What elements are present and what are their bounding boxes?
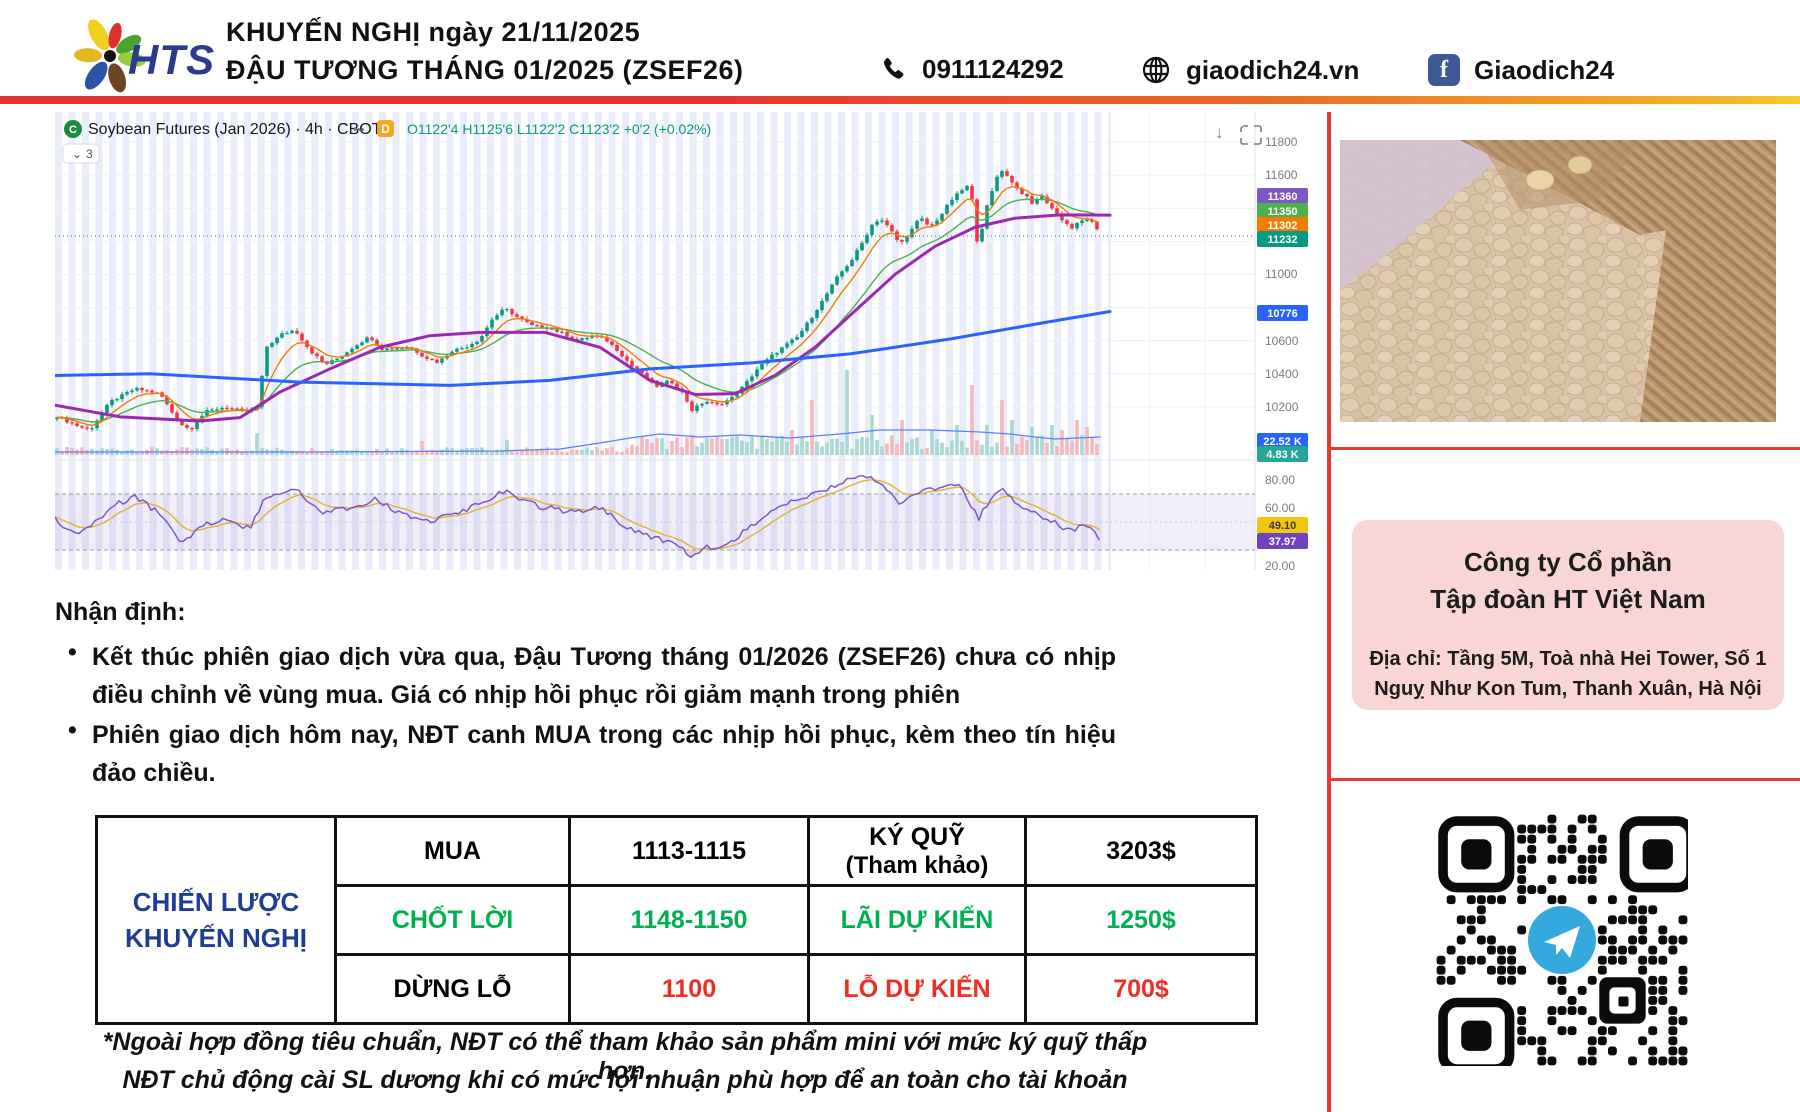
svg-text:49.10: 49.10: [1269, 520, 1297, 532]
svg-text:20.00: 20.00: [1265, 559, 1295, 573]
hts-logo-icon: [74, 19, 146, 93]
grid-lines: [55, 112, 1256, 570]
telegram-qr-code: [1436, 814, 1688, 1066]
analysis-heading: Nhận định:: [55, 598, 186, 626]
svg-text:11600: 11600: [1265, 168, 1298, 182]
doc-title-line1: KHUYẾN NGHỊ ngày 21/11/2025: [226, 17, 641, 47]
facebook-name: Giaodich24: [1474, 54, 1615, 85]
price-axis-labels: 11800 11600 11000 10600 10400 10200 80.00 60.00…: [1265, 135, 1299, 573]
price-badges: 11360 11350 11302 11232 10776 22.52 K4.83 K 49…: [1257, 188, 1308, 549]
svg-text:10200: 10200: [1265, 400, 1299, 414]
svg-text:37.97: 37.97: [1269, 536, 1297, 548]
svg-text:22.52 K: 22.52 K: [1263, 436, 1302, 448]
expected-loss-label-cell: LỖ DỰ KIẾN: [807, 953, 1027, 1025]
logo-petals: [74, 19, 146, 93]
expected-gain-label-cell: LÃI DỰ KIẾN: [807, 884, 1027, 956]
strategy-table: CHIẾN LƯỢC KHUYẾN NGHỊ MUA 1113-1115 KÝ …: [95, 815, 1258, 1025]
right-panel-divider-2: [1327, 778, 1800, 781]
company-name-line2: Tập đoàn HT Việt Nam: [1430, 584, 1706, 614]
globe-icon: [1142, 56, 1170, 84]
svg-text:11232: 11232: [1268, 234, 1298, 246]
facebook-icon: f: [1428, 54, 1460, 86]
soybean-photo: [1340, 140, 1776, 422]
svg-text:C: C: [69, 124, 77, 136]
margin-value-cell: 3203$: [1024, 815, 1258, 887]
company-address-line2: Nguỵ Như Kon Tum, Thanh Xuân, Hà Nội: [1374, 678, 1762, 700]
chart-canvas[interactable]: 11800 11600 11000 10600 10400 10200 80.00 60.00…: [55, 112, 1310, 575]
svg-text:11360: 11360: [1268, 191, 1298, 203]
analysis-bullet-2: • Phiên giao dịch hôm nay, NĐT canh MUA …: [68, 716, 1116, 792]
action-buy-cell: MUA: [334, 815, 571, 887]
svg-text:60.00: 60.00: [1265, 501, 1295, 515]
margin-label-sub: (Tham khảo): [845, 851, 989, 879]
svg-text:10400: 10400: [1265, 367, 1299, 381]
company-address-line1: Địa chỉ: Tầng 5M, Toà nhà Hei Tower, Số …: [1369, 648, 1767, 670]
interval-badge: [377, 120, 394, 137]
svg-text:11350: 11350: [1268, 206, 1298, 218]
header: HTS KHUYẾN NGHỊ ngày 21/11/2025 ĐẬU TƯƠN…: [0, 0, 1800, 96]
doc-title-line2: ĐẬU TƯƠNG THÁNG 01/2025 (ZSEF26): [226, 55, 744, 85]
price-chart[interactable]: 11800 11600 11000 10600 10400 10200 80.00 60.00…: [55, 112, 1310, 575]
stop-loss-range-cell: 1100: [568, 953, 810, 1025]
strategy-line2: KHUYẾN NGHỊ: [124, 923, 307, 953]
rsi-pane: [55, 493, 1255, 551]
margin-label-cell: KÝ QUỸ (Tham khảo): [807, 815, 1027, 887]
download-icon: ↓: [1215, 123, 1224, 142]
table-row: DỪNG LỖ 1100 LỖ DỰ KIẾN 700$: [97, 953, 1258, 1025]
svg-text:11800: 11800: [1265, 135, 1298, 149]
contact-facebook[interactable]: f Giaodich24: [1428, 54, 1614, 86]
svg-text:3: 3: [86, 147, 93, 161]
bullet-marker: •: [68, 716, 77, 744]
svg-text:4.83 K: 4.83 K: [1266, 449, 1298, 461]
analysis-bullet-1: • Kết thúc phiên giao dịch vừa qua, Đậu …: [68, 638, 1116, 714]
logo-wordmark: HTS: [128, 36, 215, 83]
buy-range-cell: 1113-1115: [568, 815, 810, 887]
svg-text:11302: 11302: [1268, 220, 1298, 232]
note-line-2: NĐT chủ động cài SL dương khi có mức lợi…: [122, 1066, 1128, 1094]
expected-gain-value-cell: 1250$: [1024, 884, 1258, 956]
chart-toolbar[interactable]: ↓: [1215, 123, 1262, 145]
expected-loss-value-cell: 700$: [1024, 953, 1258, 1025]
take-profit-cell: CHỐT LỜI: [334, 884, 571, 956]
phone-icon: [884, 57, 904, 79]
analysis-bullet-1-text: Kết thúc phiên giao dịch vừa qua, Đậu Tư…: [92, 643, 1116, 709]
table-row: CHỐT LỜI 1148-1150 LÃI DỰ KIẾN 1250$: [97, 884, 1258, 956]
strategy-title-cell: CHIẾN LƯỢC KHUYẾN NGHỊ: [95, 815, 337, 1025]
table-row: CHIẾN LƯỢC KHUYẾN NGHỊ MUA 1113-1115 KÝ …: [95, 815, 1258, 1025]
header-divider-bar: [0, 96, 1800, 104]
take-profit-range-cell: 1148-1150: [568, 884, 810, 956]
company-card: Công ty Cổ phần Tập đoàn HT Việt Nam Địa…: [1352, 520, 1784, 710]
contact-phone[interactable]: 0911124292: [878, 54, 1064, 85]
stop-loss-cell: DỪNG LỖ: [334, 953, 571, 1025]
svg-text:D: D: [381, 122, 390, 136]
margin-label: KÝ QUỸ: [869, 822, 965, 851]
note-line-1: *Ngoài hợp đồng tiêu chuẩn, NĐT có thể t…: [102, 1028, 1148, 1085]
chart-header: C Soybean Futures (Jan 2026) · 4h · CBOT•…: [64, 120, 711, 138]
indicator-collapse-button[interactable]: ⌄ 3: [62, 143, 100, 164]
right-panel-border: [1327, 112, 1331, 1112]
svg-text:11000: 11000: [1265, 267, 1298, 281]
svg-text:10600: 10600: [1265, 334, 1299, 348]
ohlc-readout: O1122'4 H1125'6 L1122'2 C1123'2 +0'2 (+0…: [407, 121, 711, 137]
screenshot-icon: [1240, 125, 1262, 145]
svg-text:⌄: ⌄: [72, 147, 82, 161]
bullet-marker: •: [68, 638, 77, 666]
company-name-line1: Công ty Cổ phần: [1464, 547, 1672, 577]
svg-text:10776: 10776: [1267, 308, 1298, 320]
contact-website[interactable]: giaodich24.vn: [1140, 54, 1359, 86]
analysis-bullet-2-text: Phiên giao dịch hôm nay, NĐT canh MUA tr…: [92, 721, 1116, 787]
svg-text:80.00: 80.00: [1265, 473, 1295, 487]
chart-menu-button[interactable]: •••: [353, 124, 365, 136]
phone-number: 0911124292: [922, 54, 1064, 84]
svg-text:Soybean Futures (Jan 2026) · 4: Soybean Futures (Jan 2026) · 4h · CBOT: [88, 121, 382, 138]
right-panel-divider-1: [1327, 447, 1800, 450]
strategy-line1: CHIẾN LƯỢC: [132, 887, 300, 917]
website-url: giaodich24.vn: [1186, 54, 1360, 85]
analysis-list: • Kết thúc phiên giao dịch vừa qua, Đậu …: [68, 638, 1116, 794]
instrument-icon: [64, 120, 82, 138]
